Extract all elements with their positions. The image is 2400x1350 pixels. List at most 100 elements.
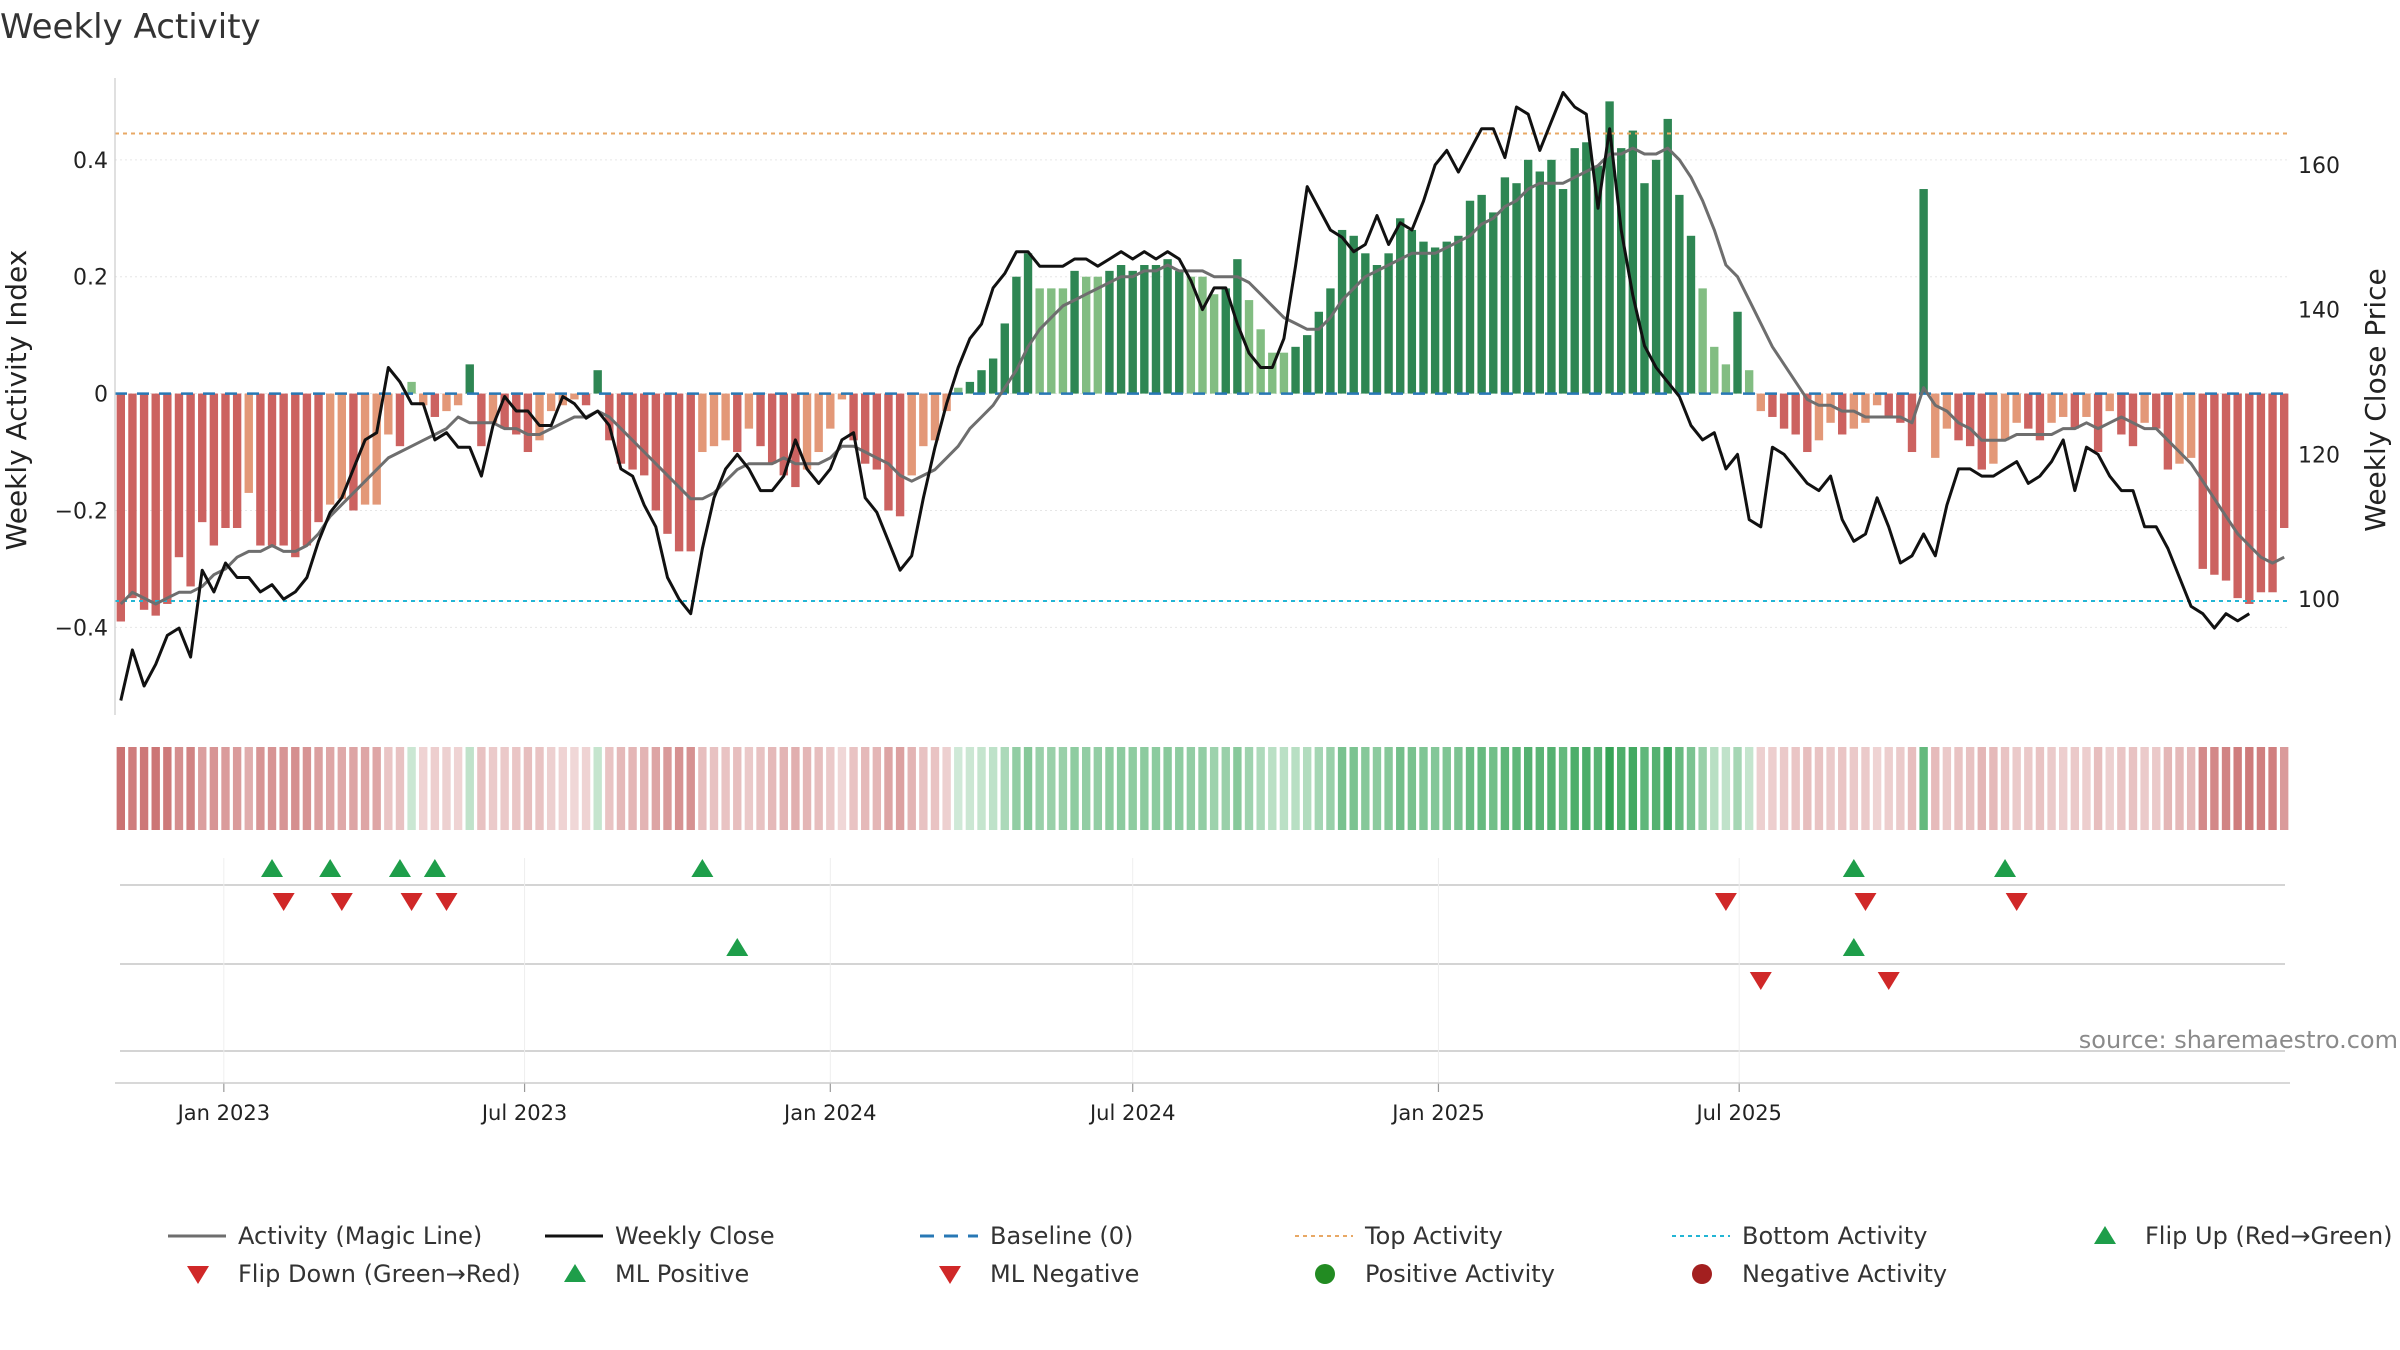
activity-bar-88 — [1140, 265, 1148, 394]
heat-cell-13 — [268, 747, 276, 830]
heat-cell-153 — [1896, 747, 1904, 830]
heat-cell-9 — [221, 747, 229, 830]
legend-item-baseline: Baseline (0) — [920, 1222, 1133, 1250]
legend-label-top: Top Activity — [1364, 1222, 1503, 1250]
activity-bar-172 — [2117, 394, 2125, 435]
heat-cell-31 — [477, 747, 485, 830]
heat-cell-19 — [338, 747, 346, 830]
flip-up-marker-4 — [691, 859, 713, 877]
activity-bar-162 — [2001, 394, 2009, 441]
activity-bar-161 — [1989, 394, 1997, 464]
activity-bar-186 — [2280, 394, 2288, 528]
heat-cell-1 — [128, 747, 136, 830]
heat-cell-17 — [314, 747, 322, 830]
heat-cell-119 — [1501, 747, 1509, 830]
heat-cell-42 — [605, 747, 613, 830]
activity-bar-5 — [175, 394, 183, 558]
activity-bar-164 — [2024, 394, 2032, 429]
y-right-tick-label-2: 120 — [2298, 443, 2340, 468]
legend-item-magic: Activity (Magic Line) — [168, 1222, 482, 1250]
heat-cell-53 — [733, 747, 741, 830]
activity-heat-strip — [117, 747, 2289, 830]
activity-bar-17 — [314, 394, 322, 523]
activity-bar-138 — [1722, 364, 1730, 393]
y-axis-left-label: Weekly Activity Index — [0, 250, 33, 551]
activity-bar-35 — [524, 394, 532, 452]
activity-bar-122 — [1536, 172, 1544, 394]
activity-bar-90 — [1163, 259, 1171, 393]
activity-bar-113 — [1431, 247, 1439, 393]
activity-bar-139 — [1733, 312, 1741, 394]
heat-cell-140 — [1745, 747, 1753, 830]
heat-cell-133 — [1664, 747, 1672, 830]
activity-bar-129 — [1617, 148, 1625, 393]
heat-cell-158 — [1954, 747, 1962, 830]
heat-cell-147 — [1826, 747, 1834, 830]
activity-bar-102 — [1303, 335, 1311, 393]
legend-label-mlneg: ML Negative — [990, 1260, 1139, 1288]
heat-cell-91 — [1175, 747, 1183, 830]
heat-cell-5 — [175, 747, 183, 830]
activity-bar-103 — [1315, 312, 1323, 394]
heat-cell-169 — [2082, 747, 2090, 830]
heat-cell-35 — [524, 747, 532, 830]
heat-cell-88 — [1140, 747, 1148, 830]
heat-cell-165 — [2036, 747, 2044, 830]
activity-bar-50 — [698, 394, 706, 452]
heat-cell-27 — [431, 747, 439, 830]
activity-bar-37 — [547, 394, 555, 412]
activity-bar-11 — [245, 394, 253, 493]
heat-cell-54 — [745, 747, 753, 830]
activity-bar-67 — [896, 394, 904, 517]
heat-cell-122 — [1536, 747, 1544, 830]
activity-bar-182 — [2233, 394, 2241, 599]
activity-bar-141 — [1757, 394, 1765, 412]
y-left-tick-label-4: −0.4 — [55, 616, 108, 641]
heat-cell-179 — [2199, 747, 2207, 830]
heat-cell-132 — [1652, 747, 1660, 830]
activity-bar-136 — [1698, 288, 1706, 393]
heat-cell-83 — [1082, 747, 1090, 830]
heat-cell-149 — [1850, 747, 1858, 830]
heat-cell-94 — [1210, 747, 1218, 830]
activity-bar-75 — [989, 359, 997, 394]
x-tick-label-1: Jul 2023 — [480, 1101, 567, 1125]
activity-bar-74 — [977, 370, 985, 393]
heat-cell-111 — [1408, 747, 1416, 830]
flip-down-marker-6 — [2006, 893, 2028, 911]
activity-bar-143 — [1780, 394, 1788, 429]
heat-cell-150 — [1861, 747, 1869, 830]
activity-bar-7 — [198, 394, 206, 523]
heat-cell-145 — [1803, 747, 1811, 830]
activity-bar-85 — [1105, 271, 1113, 394]
heat-cell-28 — [442, 747, 450, 830]
heat-cell-159 — [1966, 747, 1974, 830]
heat-cell-90 — [1163, 747, 1171, 830]
heat-cell-68 — [908, 747, 916, 830]
activity-bar-152 — [1885, 394, 1893, 417]
heat-cell-76 — [1001, 747, 1009, 830]
activity-bar-115 — [1454, 236, 1462, 394]
heat-cell-67 — [896, 747, 904, 830]
activity-bar-52 — [721, 394, 729, 441]
heat-cell-115 — [1454, 747, 1462, 830]
activity-bar-176 — [2164, 394, 2172, 470]
activity-bar-1 — [128, 394, 136, 599]
legend-item-flipdown: Flip Down (Green→Red) — [187, 1260, 521, 1288]
heat-cell-44 — [628, 747, 636, 830]
activity-bar-12 — [256, 394, 264, 546]
heat-cell-89 — [1152, 747, 1160, 830]
activity-bar-108 — [1373, 265, 1381, 394]
heat-cell-118 — [1489, 747, 1497, 830]
heat-cell-18 — [326, 747, 334, 830]
heat-cell-64 — [861, 747, 869, 830]
heat-cell-21 — [361, 747, 369, 830]
y-axis-right-label: Weekly Close Price — [2359, 268, 2392, 531]
heat-cell-174 — [2140, 747, 2148, 830]
activity-bar-178 — [2187, 394, 2195, 458]
source-attribution: source: sharemaestro.com — [2079, 1026, 2398, 1054]
heat-cell-178 — [2187, 747, 2195, 830]
heat-cell-41 — [594, 747, 602, 830]
activity-bar-125 — [1571, 148, 1579, 393]
activity-bar-104 — [1326, 288, 1334, 393]
